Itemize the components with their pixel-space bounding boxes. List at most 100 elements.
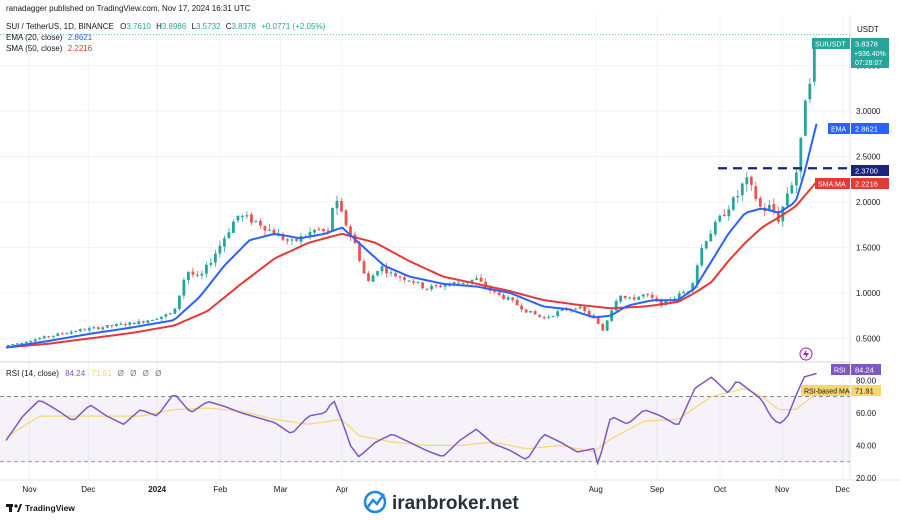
candle (722, 214, 726, 216)
bar-countdown: 07:28:07 (855, 60, 882, 67)
ohlc-open: 3.7610 (126, 22, 151, 31)
candle (574, 308, 578, 310)
candle (114, 324, 118, 327)
candle (218, 245, 222, 254)
candle (236, 215, 240, 221)
candle (443, 285, 447, 287)
candle (65, 333, 69, 335)
candle (641, 294, 645, 297)
candle (56, 333, 60, 336)
candle (358, 243, 361, 261)
ohlc-close: 3.8378 (231, 22, 256, 31)
rsi-tick-label: 40.00 (856, 441, 877, 450)
candle (83, 329, 87, 331)
sma-tag-label: SMA:MA (818, 182, 846, 189)
publisher-line: ranadagger published on TradingView.com,… (6, 4, 251, 13)
price-tick-label: 2.5000 (856, 152, 881, 161)
sma-legend[interactable]: SMA (50, close) 2.2216 (6, 44, 93, 53)
candle (141, 321, 145, 323)
symbol-tag: SUIUSDT (815, 42, 846, 49)
candle (430, 285, 433, 290)
candle (457, 282, 460, 284)
ema-legend-label: EMA (20, close) (6, 33, 63, 42)
candle (87, 328, 91, 331)
candle (119, 323, 123, 325)
rsi-tick-label: 80.00 (856, 376, 877, 385)
ohlc-open-label: O (120, 22, 126, 31)
candle (713, 221, 717, 235)
candle (263, 226, 267, 231)
candle (241, 215, 244, 217)
candle (560, 309, 564, 311)
ema-price-tag: EMA 2.8621 (828, 123, 889, 134)
candle (628, 297, 632, 299)
sma-tag-bg (815, 178, 850, 189)
candle (132, 322, 136, 325)
candle (587, 310, 591, 316)
symbol-info: SUI / TetherUS, 1D, BINANCE O3.7610 H3.8… (6, 22, 326, 31)
price-tick-label: 3.0000 (856, 107, 881, 116)
candle (812, 47, 816, 82)
rsi-line (5, 372, 817, 466)
candle (785, 193, 789, 206)
price-tick-label: 1.0000 (856, 289, 881, 298)
candle (758, 198, 762, 207)
ohlc-close-label: C (226, 22, 232, 31)
time-tick-label: Feb (213, 485, 227, 494)
ema-legend[interactable]: EMA (20, close) 2.8621 (6, 33, 93, 42)
candle (484, 281, 488, 288)
candle (214, 253, 217, 263)
candle (6, 345, 10, 347)
candle (362, 261, 366, 274)
candle (340, 201, 343, 212)
candle (137, 321, 141, 325)
symbol-line: SUI / TetherUS, 1D, BINANCE (6, 22, 114, 31)
candle (60, 333, 64, 335)
candle (349, 226, 352, 236)
rsi-ma-tag-label: RSI-based MA (804, 389, 850, 396)
candle (101, 327, 105, 330)
candle (524, 309, 528, 313)
sma-value-tag-bg (851, 178, 889, 189)
sma-legend-value: 2.2216 (68, 44, 93, 53)
ohlc-change: +0.0771 (+2.05%) (261, 22, 325, 31)
rsi-legend[interactable]: RSI (14, close) 84.24 71.91 Ø Ø Ø Ø (6, 369, 161, 378)
candle (232, 221, 235, 233)
candle (11, 344, 15, 346)
price-tick-label: 2.0000 (856, 198, 881, 207)
candle (632, 297, 636, 300)
candle (718, 215, 722, 222)
rsi-legend-ma-value: 71.91 (91, 369, 112, 378)
candle (295, 238, 298, 241)
candle (159, 316, 163, 319)
candle (259, 220, 262, 226)
ema-tag-label: EMA (831, 127, 847, 134)
time-tick-label: Sep (650, 485, 665, 494)
candlestick-series (6, 46, 816, 347)
candle (538, 314, 542, 317)
rsi-ma-value-tag-bg (851, 385, 881, 396)
rsi-legend-value: 84.24 (65, 369, 86, 378)
candle (740, 183, 744, 196)
candle (322, 229, 325, 232)
rsi-ma-tag-value: 71.91 (855, 387, 874, 396)
candle (69, 331, 73, 334)
candle (227, 232, 231, 238)
candle (470, 279, 474, 282)
candle (245, 215, 249, 217)
ema-tag-value: 2.8621 (855, 125, 878, 134)
sma-price-tag: SMA:MA 2.2216 (815, 178, 889, 189)
candle (286, 239, 289, 241)
candle (695, 265, 699, 284)
candle (691, 283, 695, 292)
candle (475, 278, 478, 280)
time-tick-label: Nov (775, 485, 789, 494)
candle (650, 294, 654, 298)
symbol-tag-bg (812, 38, 850, 49)
candle (150, 319, 154, 321)
candle (268, 229, 271, 231)
candle (799, 137, 803, 172)
alert-bolt-icon[interactable] (799, 347, 813, 361)
rsi-tick-label: 60.00 (856, 409, 877, 418)
candle (380, 266, 384, 272)
